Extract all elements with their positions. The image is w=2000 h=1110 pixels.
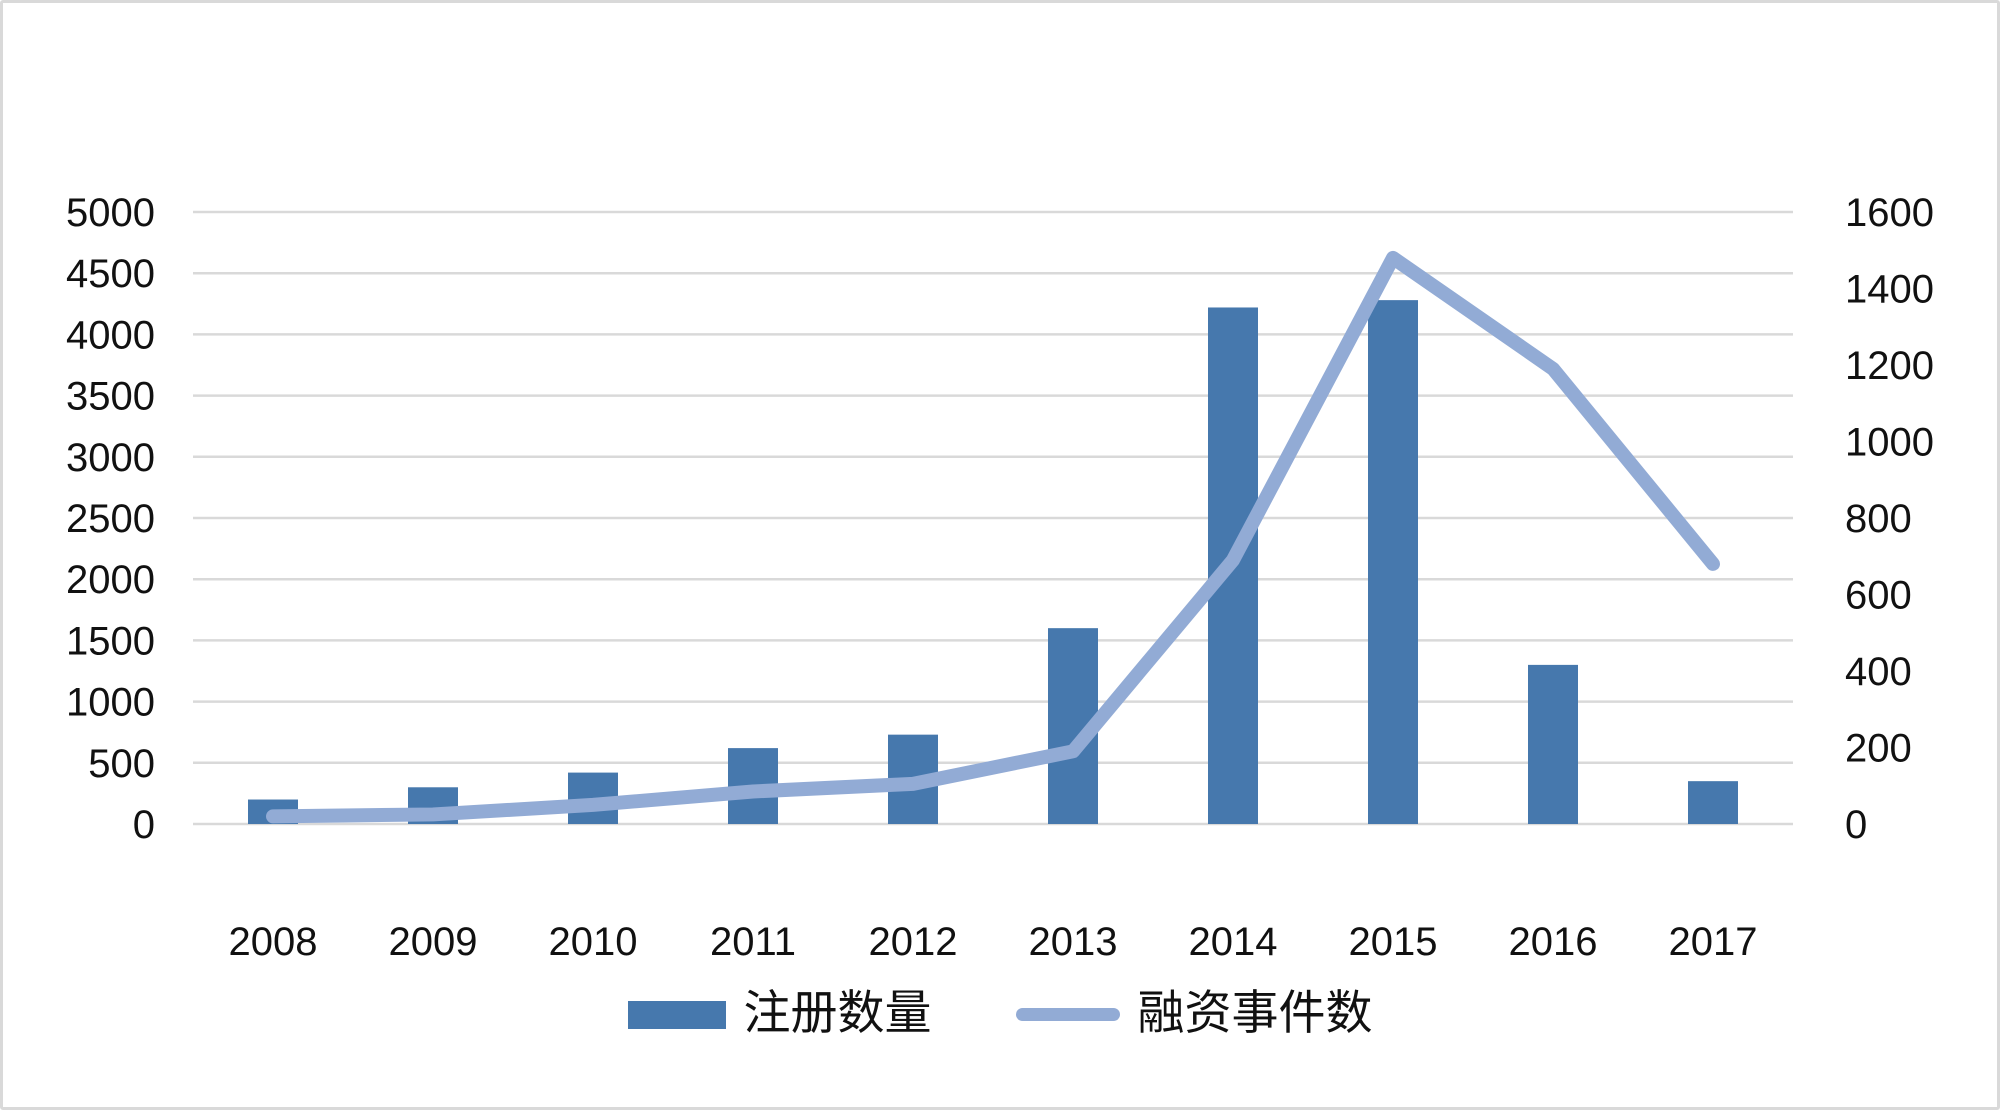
x-axis-tick-label-2009: 2009 xyxy=(389,920,478,964)
left-axis-tick-label: 1000 xyxy=(66,681,155,725)
left-axis-tick-label: 3000 xyxy=(66,436,155,480)
left-axis-tick-label: 0 xyxy=(133,803,155,847)
left-axis-tick-label: 2000 xyxy=(66,558,155,602)
x-axis-tick-label-2016: 2016 xyxy=(1509,920,1598,964)
x-axis-tick-label-2015: 2015 xyxy=(1349,920,1438,964)
left-axis-tick-label: 2500 xyxy=(66,497,155,541)
right-axis-tick-label: 1000 xyxy=(1845,421,1934,465)
right-axis-tick-label: 800 xyxy=(1845,497,1912,541)
right-axis-tick-label: 400 xyxy=(1845,650,1912,694)
right-axis-tick-label: 1400 xyxy=(1845,268,1934,312)
x-axis-tick-label-2010: 2010 xyxy=(549,920,638,964)
x-axis-tick-label-2012: 2012 xyxy=(869,920,958,964)
left-axis-tick-label: 1500 xyxy=(66,619,155,663)
left-axis-tick-label: 5000 xyxy=(66,191,155,235)
left-axis-tick-label: 500 xyxy=(88,742,155,786)
combo-chart: 0500100015002000250030003500400045005000… xyxy=(66,191,1934,964)
x-axis-tick-label-2008: 2008 xyxy=(229,920,318,964)
bar-2017 xyxy=(1688,781,1738,824)
left-axis-tick-label: 4500 xyxy=(66,252,155,296)
x-axis-tick-label-2014: 2014 xyxy=(1189,920,1278,964)
bar-2015 xyxy=(1368,300,1418,824)
x-axis-tick-label-2013: 2013 xyxy=(1029,920,1118,964)
right-axis-tick-label: 1200 xyxy=(1845,344,1934,388)
right-axis-tick-label: 200 xyxy=(1845,727,1912,771)
bar-2016 xyxy=(1528,664,1578,824)
line-series xyxy=(266,250,1720,824)
x-axis-tick-label-2017: 2017 xyxy=(1669,920,1758,964)
right-axis-tick-label: 600 xyxy=(1845,574,1912,618)
x-axis-tick-label-2011: 2011 xyxy=(710,920,796,964)
left-axis-tick-label: 3500 xyxy=(66,375,155,419)
right-axis-tick-label: 1600 xyxy=(1845,191,1934,235)
right-axis-tick-label: 0 xyxy=(1845,803,1867,847)
left-axis-tick-label: 4000 xyxy=(66,313,155,357)
